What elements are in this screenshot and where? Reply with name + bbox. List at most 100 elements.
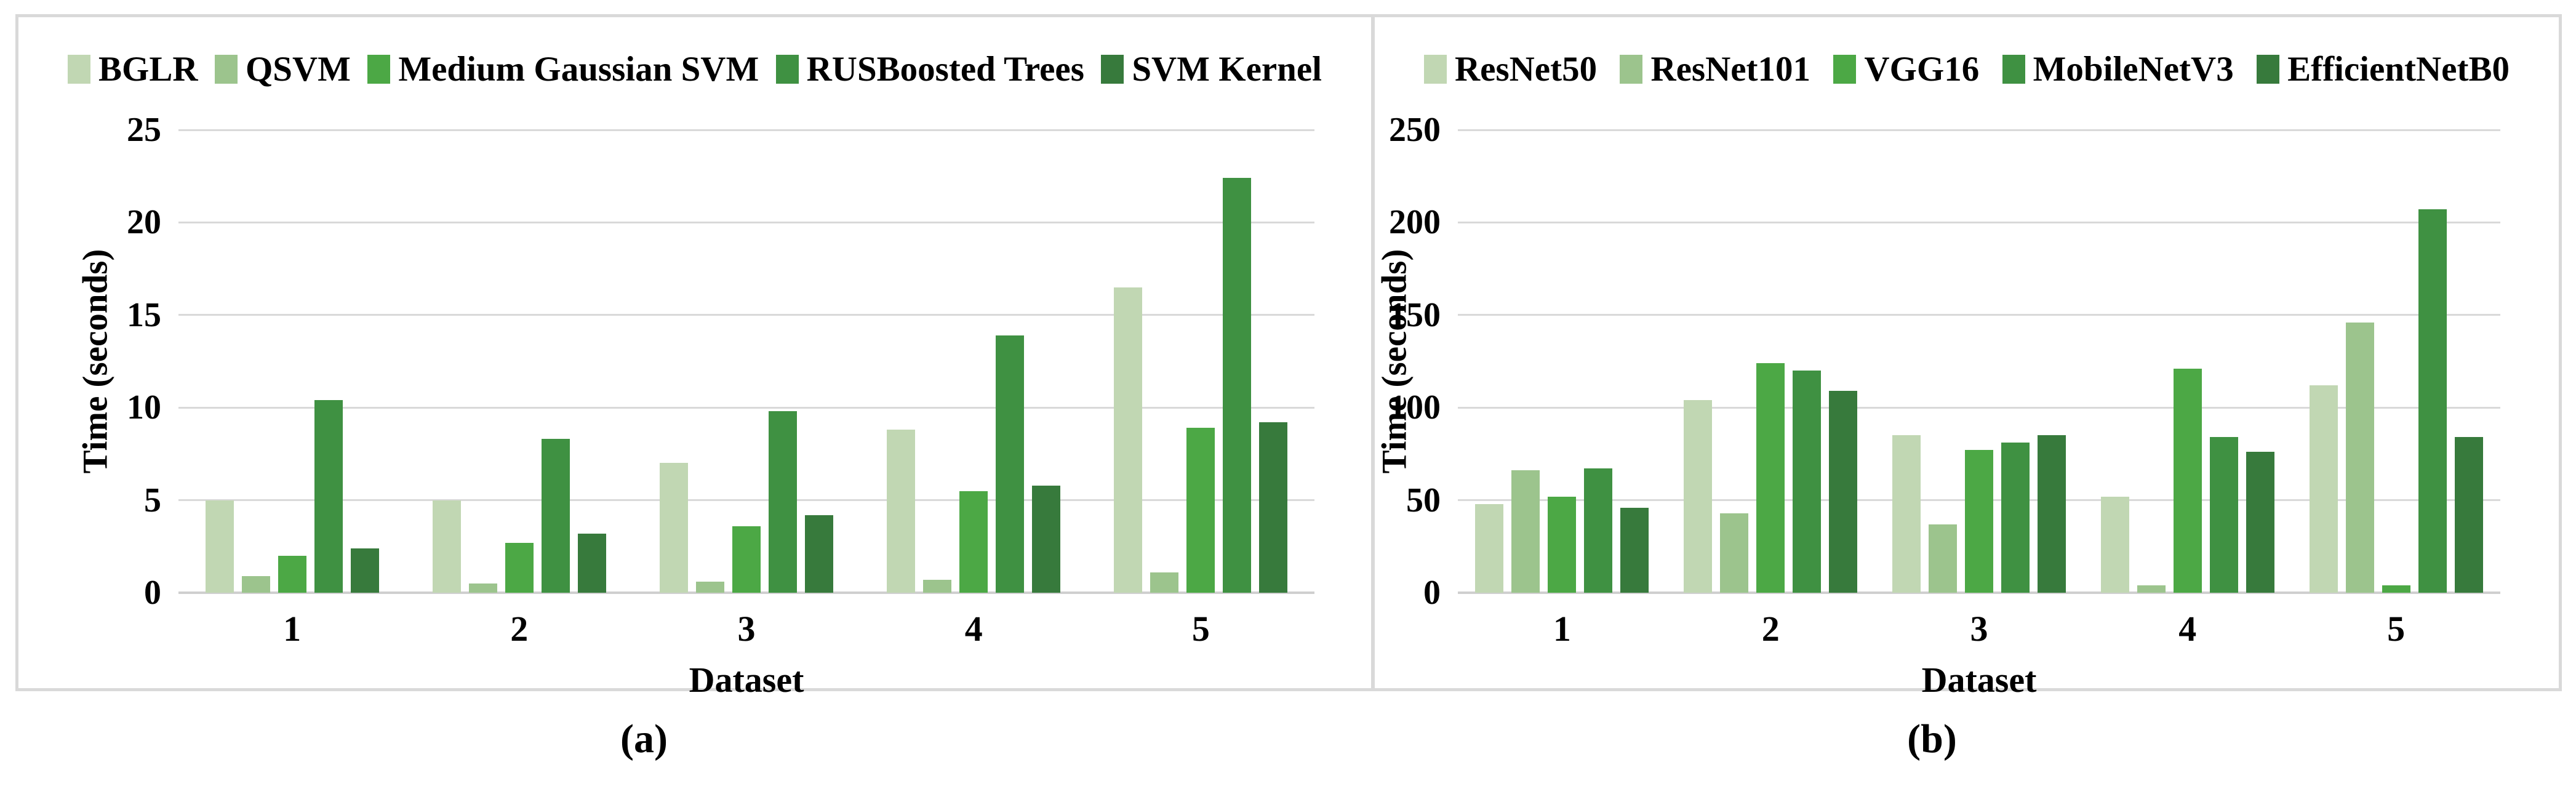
bar [2137,585,2166,593]
gridline [178,221,1314,223]
x-tick-label: 5 [2387,609,2406,649]
bar [1186,428,1215,593]
gridline [1458,129,2500,131]
x-tick-label: 1 [1553,609,1571,649]
gridline [178,406,1314,409]
x-axis-line [178,592,1314,594]
plot-area: 1 2 3 4 5 [178,129,1314,647]
legend-item-qsvm: QSVM [214,50,351,89]
legend-item-efficientnetb0: EfficientNetB0 [2257,52,2510,87]
plot-area: 1 2 3 4 5 [1458,129,2500,647]
legend-item-vgg16: VGG16 [1833,52,1979,87]
bar [432,500,461,593]
bar [2246,452,2274,593]
bar [2454,437,2483,593]
chart-panel-b: ResNet50 ResNet101 VGG16 MobileNetV3 Efficie… [1372,14,2562,698]
legend-item-svm-kernel: SVM Kernel [1101,52,1322,87]
x-tick-label: 3 [737,609,756,649]
bar [1584,468,1613,593]
legend-item-resnet50: ResNet50 [1424,52,1597,87]
bar [2345,322,2374,593]
caption-b: (b) [1907,716,1957,761]
legend-label: MobileNetV3 [2033,50,2234,89]
x-tick-label: 3 [1970,609,1988,649]
y-tick-label: 20 [127,203,161,242]
legend-swatch [2257,55,2280,84]
legend-label: QSVM [245,50,351,89]
bar [996,335,1025,593]
bar [2173,369,2202,593]
chart-panel-a: BGLR QSVM Medium Gaussian SVM RUSBoosted Tr… [15,14,1374,698]
bar [732,526,761,593]
bar-clusters: 1 2 3 4 5 [178,130,1314,647]
bar [278,555,306,593]
gridline [1458,221,2500,223]
bar [1114,287,1143,593]
y-tick-label: 0 [144,574,161,612]
x-tick-label: 2 [510,609,529,649]
bar [769,411,797,593]
y-tick-label: 150 [1389,295,1441,334]
bar [887,430,916,593]
legend-label: ResNet50 [1455,50,1598,89]
x-axis-title: Dataset [1921,660,2037,700]
bar-clusters: 1 2 3 4 5 [1458,130,2500,647]
bar-cluster-4: 4 [2083,130,2292,647]
legend-swatch [68,55,90,84]
bar [350,548,379,593]
bar [923,579,952,593]
bar [1720,513,1749,593]
legend-swatch [367,55,391,84]
bar-cluster-1: 1 [1458,130,1666,647]
legend: ResNet50 ResNet101 VGG16 MobileNetV3 Efficie… [1375,52,2559,87]
bar [805,515,833,593]
legend-item-mobilenetv3: MobileNetV3 [2002,52,2234,87]
bar [205,500,234,593]
bar [660,463,688,593]
caption-a: (a) [620,716,668,761]
bar-cluster-5: 5 [1087,130,1314,647]
bar [2037,435,2066,593]
legend-label: BGLR [98,50,198,89]
bar [2382,585,2410,593]
x-tick-label: 4 [2178,609,2197,649]
legend-swatch [214,55,238,84]
bar [959,491,988,593]
bar [696,581,724,593]
bar [1620,507,1649,593]
x-tick-label: 5 [1191,609,1210,649]
x-tick-label: 2 [1761,609,1780,649]
legend-item-bglr: BGLR [68,52,198,87]
bar [2418,209,2447,593]
bar [468,583,497,593]
bar [1964,450,1993,593]
bar [2001,443,2030,593]
y-tick-label: 25 [127,111,161,149]
bar [541,439,570,593]
bar [1032,485,1061,593]
bar-cluster-1: 1 [178,130,406,647]
legend-label: RUSBoosted Trees [806,50,1084,89]
bar-cluster-4: 4 [860,130,1087,647]
bar [1511,470,1540,593]
bar [1548,496,1577,593]
bar-cluster-2: 2 [406,130,633,647]
x-axis-title: Dataset [689,660,804,700]
y-tick-label: 0 [1423,574,1441,612]
x-axis-line [1458,592,2500,594]
legend-label: SVM Kernel [1132,50,1322,89]
legend-label: Medium Gaussian SVM [398,50,759,89]
bar [2209,437,2238,593]
bar [1223,178,1252,593]
bar [1475,503,1504,593]
x-tick-label: 4 [964,609,983,649]
legend-item-resnet101: ResNet101 [1620,52,1810,87]
bar [314,400,343,593]
gridline [1458,406,2500,409]
y-tick-label: 5 [144,481,161,519]
gridline [178,499,1314,502]
legend: BGLR QSVM Medium Gaussian SVM RUSBoosted Tr… [18,52,1371,87]
legend-item-rusboosted-trees: RUSBoosted Trees [775,50,1084,89]
bar [1150,572,1179,593]
